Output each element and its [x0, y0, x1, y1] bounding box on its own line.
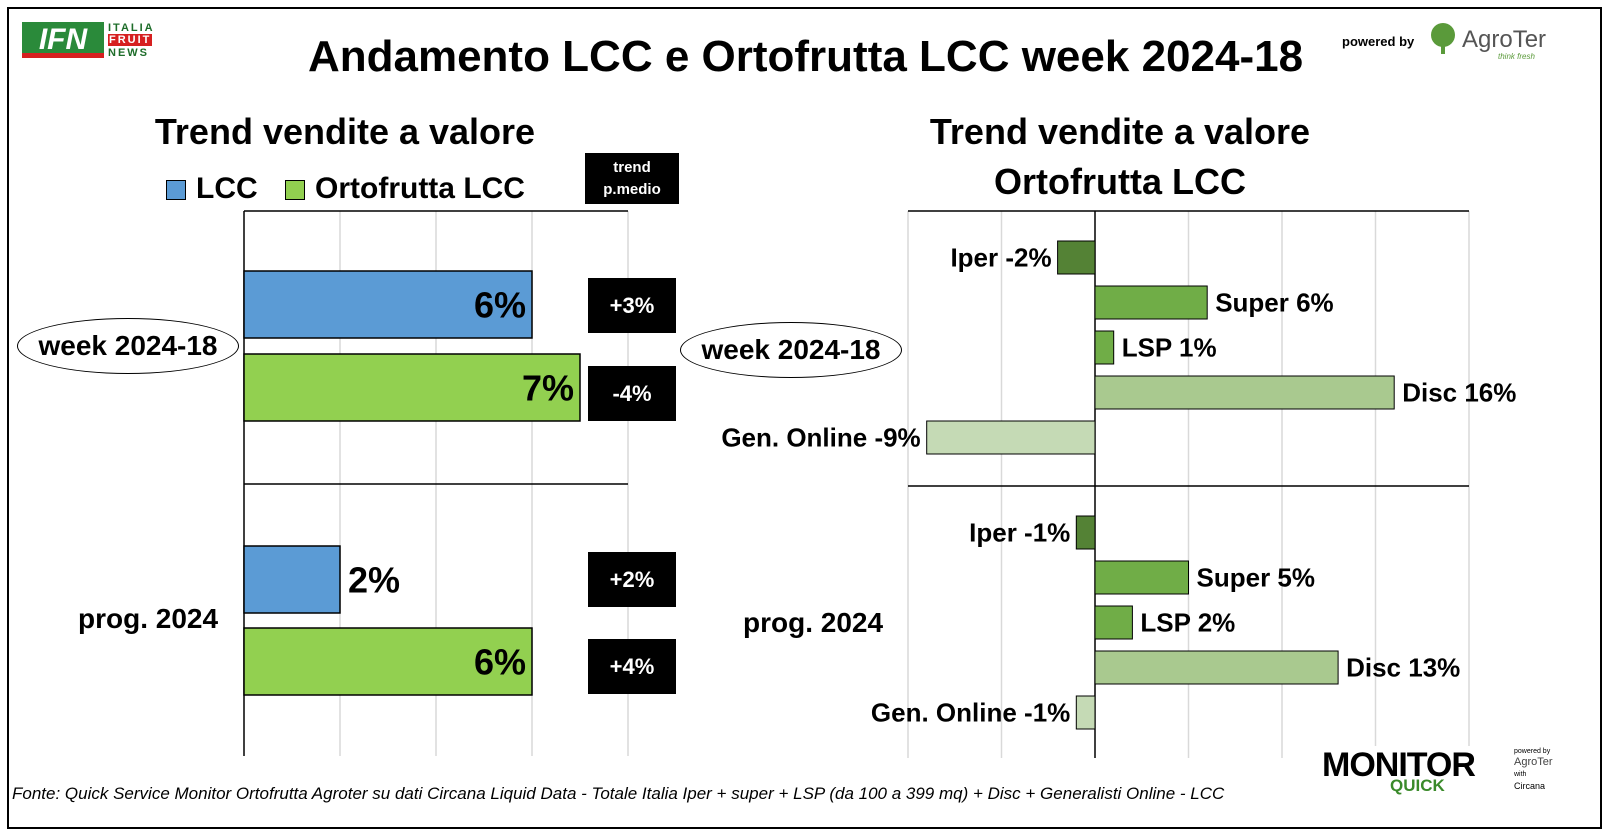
agroter-logo: AgroTer think fresh — [1426, 22, 1566, 62]
data-label: Disc 16% — [1402, 378, 1516, 408]
monitor-partner: Circana — [1514, 781, 1546, 791]
frame — [7, 7, 1602, 829]
monitor-brand: AgroTer — [1514, 756, 1553, 768]
right-chart-title-line2: Ortofrutta LCC — [994, 161, 1246, 202]
trend-header-line2: p.medio — [603, 181, 661, 198]
data-label: 2% — [348, 560, 400, 601]
agroter-tagline: think fresh — [1498, 52, 1535, 61]
page-title: Andamento LCC e Ortofrutta LCC week 2024… — [307, 32, 1304, 81]
data-label: Super 5% — [1197, 563, 1316, 593]
monitor-quick-logo: MONITOR QUICK powered by AgroTer with Ci… — [1322, 746, 1592, 798]
data-label: Disc 13% — [1346, 653, 1460, 683]
data-label: Gen. Online -1% — [871, 698, 1070, 728]
legend-swatch-ortofrutta — [285, 180, 305, 200]
monitor-powered: powered by — [1514, 748, 1551, 755]
bar-week-super — [1094, 285, 1208, 320]
bar-prog-gen-online — [1075, 695, 1096, 730]
source-footnote: Fonte: Quick Service Monitor Ortofrutta … — [12, 784, 1225, 803]
bar-week-lsp — [1094, 330, 1115, 365]
bar-prog-ortofrutta — [243, 627, 533, 696]
left-chart-title: Trend vendite a valore — [154, 111, 536, 152]
trend-prog-ortofrutta: +4% — [588, 639, 676, 694]
data-label: 6% — [474, 285, 526, 326]
data-label: Iper -2% — [950, 243, 1051, 273]
left-category-prog: prog. 2024 — [78, 603, 219, 634]
data-label: 6% — [474, 642, 526, 683]
trend-week-ortofrutta: -4% — [588, 366, 676, 421]
bar-prog-super — [1094, 560, 1189, 595]
trend-prog-lcc: +2% — [588, 552, 676, 607]
ifn-logo-line1: ITALIA — [108, 22, 155, 34]
legend-swatch-lcc — [166, 180, 186, 200]
quick-word: QUICK — [1390, 776, 1445, 795]
ifn-logo-line3: NEWS — [108, 47, 149, 59]
bar-prog-lsp — [1094, 605, 1133, 640]
right-category-prog: prog. 2024 — [743, 607, 884, 638]
monitor-with: with — [1514, 771, 1527, 778]
data-label: LSP 1% — [1122, 333, 1217, 363]
data-label: LSP 2% — [1140, 608, 1235, 638]
powered-by-label: powered by — [1342, 34, 1415, 49]
bar-prog-iper — [1075, 515, 1096, 550]
bar-prog-disc — [1094, 650, 1339, 685]
bar-prog-lcc — [243, 545, 341, 614]
bar-week-lcc — [243, 270, 533, 339]
left-category-week: week 2024-18 — [17, 318, 239, 374]
right-category-week: week 2024-18 — [680, 322, 902, 378]
data-label: 7% — [522, 368, 574, 409]
tree-icon — [1431, 23, 1455, 54]
data-label: Gen. Online -9% — [721, 423, 920, 453]
agroter-name: AgroTer — [1462, 26, 1547, 53]
trend-header-line1: trend — [613, 159, 651, 176]
legend-label-ortofrutta: Ortofrutta LCC — [315, 172, 525, 205]
ifn-logo-letters: IFN — [22, 22, 104, 58]
bar-week-gen-online — [926, 420, 1096, 455]
trend-week-lcc: +3% — [588, 278, 676, 333]
right-chart-title-line1: Trend vendite a valore — [929, 111, 1311, 152]
bar-week-ortofrutta — [243, 353, 581, 422]
bar-week-iper — [1057, 240, 1096, 275]
data-label: Super 6% — [1215, 288, 1334, 318]
legend-label-lcc: LCC — [196, 172, 258, 205]
data-label: Iper -1% — [969, 518, 1070, 548]
bar-week-disc — [1094, 375, 1395, 410]
ifn-logo: IFN ITALIA FRUIT NEWS — [22, 22, 162, 62]
trend-header: trend p.medio — [585, 153, 679, 204]
ifn-logo-line2: FRUIT — [108, 34, 153, 46]
monitor-word: MONITOR — [1322, 746, 1476, 784]
